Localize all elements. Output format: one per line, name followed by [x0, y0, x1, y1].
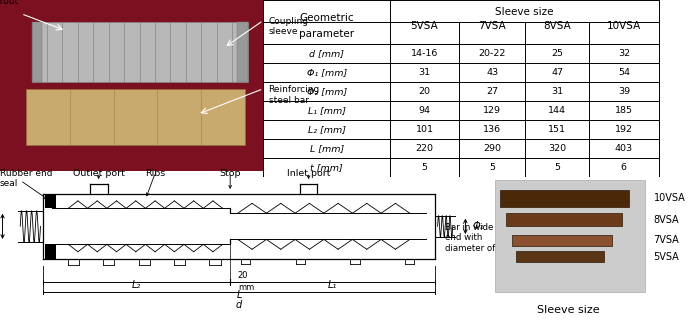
Text: 8VSA: 8VSA — [653, 215, 679, 225]
Text: 25: 25 — [551, 49, 563, 58]
Text: Reinforcing
steel bar: Reinforcing steel bar — [269, 85, 320, 105]
Text: 10VSA: 10VSA — [606, 21, 641, 31]
Text: Φ₂ [mm]: Φ₂ [mm] — [306, 87, 346, 96]
Text: 47: 47 — [551, 68, 563, 77]
Bar — [26, 89, 245, 145]
Text: 5: 5 — [421, 163, 428, 172]
Bar — [44, 194, 55, 208]
Text: L₁: L₁ — [328, 280, 337, 290]
Bar — [500, 190, 629, 207]
Text: 185: 185 — [615, 106, 633, 115]
Text: L₁ [mm]: L₁ [mm] — [308, 106, 346, 115]
Text: 32: 32 — [617, 49, 630, 58]
Text: 290: 290 — [483, 144, 501, 153]
Bar — [512, 235, 612, 246]
Text: 220: 220 — [416, 144, 433, 153]
Text: Φ₁: Φ₁ — [473, 221, 484, 231]
Bar — [32, 22, 42, 82]
Text: 27: 27 — [486, 87, 498, 96]
Text: 5VSA: 5VSA — [653, 252, 679, 262]
Text: 5: 5 — [489, 163, 495, 172]
Text: 20: 20 — [419, 87, 430, 96]
Text: 403: 403 — [615, 144, 633, 153]
Text: Stop: Stop — [220, 169, 241, 178]
Text: 144: 144 — [548, 106, 566, 115]
Text: 31: 31 — [419, 68, 430, 77]
Text: 54: 54 — [618, 68, 630, 77]
Text: 20: 20 — [238, 271, 248, 279]
Text: 39: 39 — [617, 87, 630, 96]
Text: 101: 101 — [416, 125, 433, 134]
Text: 14-16: 14-16 — [411, 49, 438, 58]
Text: L: L — [236, 290, 242, 300]
Text: 94: 94 — [419, 106, 430, 115]
Text: L₂ [mm]: L₂ [mm] — [308, 125, 346, 134]
Bar — [237, 22, 247, 82]
Text: Sleeve size: Sleeve size — [495, 7, 554, 16]
Text: Coupling
sleeve: Coupling sleeve — [269, 17, 308, 36]
Text: 10VSA: 10VSA — [653, 194, 685, 203]
Text: 192: 192 — [615, 125, 633, 134]
Text: d [mm]: d [mm] — [309, 49, 344, 58]
Text: L₂: L₂ — [132, 280, 141, 290]
Text: Sleeve size: Sleeve size — [537, 305, 599, 315]
Text: parameter: parameter — [299, 29, 354, 39]
Text: t [mm]: t [mm] — [310, 163, 343, 172]
Text: 31: 31 — [551, 87, 563, 96]
Text: Outlet port: Outlet port — [73, 169, 125, 178]
Text: Ribs: Ribs — [146, 169, 166, 178]
Bar — [516, 251, 604, 262]
Bar — [32, 22, 247, 82]
Text: 20-22: 20-22 — [478, 49, 506, 58]
Text: 43: 43 — [486, 68, 498, 77]
Text: Cementitious
grout: Cementitious grout — [0, 0, 55, 6]
Text: 136: 136 — [483, 125, 501, 134]
Text: Rubber end
seal: Rubber end seal — [0, 169, 53, 188]
Text: 129: 129 — [483, 106, 501, 115]
Bar — [506, 213, 622, 226]
Text: 8VSA: 8VSA — [543, 21, 571, 31]
Text: L [mm]: L [mm] — [310, 144, 344, 153]
Text: Inlet port: Inlet port — [287, 169, 331, 178]
Text: d: d — [236, 300, 242, 310]
Text: 320: 320 — [548, 144, 566, 153]
Text: 6: 6 — [621, 163, 627, 172]
Text: 7VSA: 7VSA — [653, 235, 679, 245]
Text: Bar in wide
end with
diameter of: Bar in wide end with diameter of — [445, 223, 495, 253]
Bar — [44, 244, 55, 259]
Text: Φ₁ [mm]: Φ₁ [mm] — [306, 68, 346, 77]
Text: Geometric: Geometric — [299, 13, 354, 23]
Text: 7VSA: 7VSA — [478, 21, 506, 31]
Text: mm: mm — [238, 283, 254, 292]
Bar — [495, 180, 645, 292]
Text: 5VSA: 5VSA — [410, 21, 439, 31]
Text: 5: 5 — [554, 163, 560, 172]
Text: 151: 151 — [548, 125, 566, 134]
